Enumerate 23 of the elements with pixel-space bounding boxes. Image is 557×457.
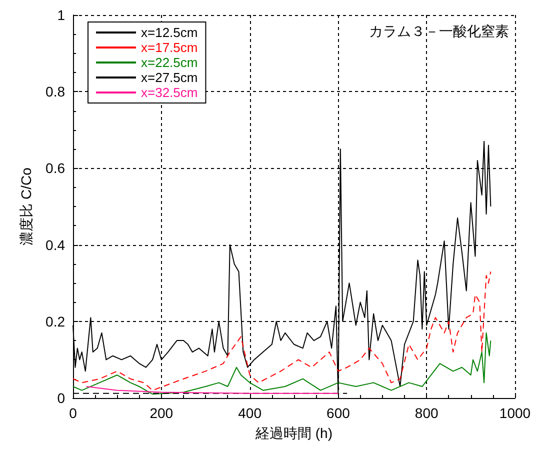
legend-label: x=22.5cm <box>141 55 198 70</box>
annotation: カラム３－一酸化窒素 <box>369 23 509 39</box>
x-tick-label: 400 <box>238 405 262 421</box>
x-tick-label: 1000 <box>499 405 531 421</box>
x-tick-label: 600 <box>326 405 350 421</box>
y-tick-label: 0.2 <box>46 313 66 330</box>
y-tick-label: 0 <box>57 390 66 406</box>
line-series <box>72 271 492 391</box>
legend-label: x=32.5cm <box>141 85 198 100</box>
y-axis-title: 濃度比 C/Co <box>18 167 34 246</box>
x-axis-title: 経過時間 (h) <box>254 425 332 441</box>
y-tick-label: 0.6 <box>46 160 66 176</box>
x-tick-label: 0 <box>69 405 78 421</box>
y-tick-label: 1 <box>57 7 66 23</box>
legend-label: x=27.5cm <box>141 70 198 85</box>
line-series <box>72 332 492 395</box>
y-tick-label: 0.8 <box>46 84 66 100</box>
legend-label: x=12.5cm <box>141 25 198 40</box>
legend-label: x=17.5cm <box>141 40 198 55</box>
y-tick-label: 0.4 <box>46 236 66 253</box>
line-series <box>86 386 339 394</box>
x-tick-label: 800 <box>414 405 438 421</box>
x-tick-label: 200 <box>150 405 174 421</box>
